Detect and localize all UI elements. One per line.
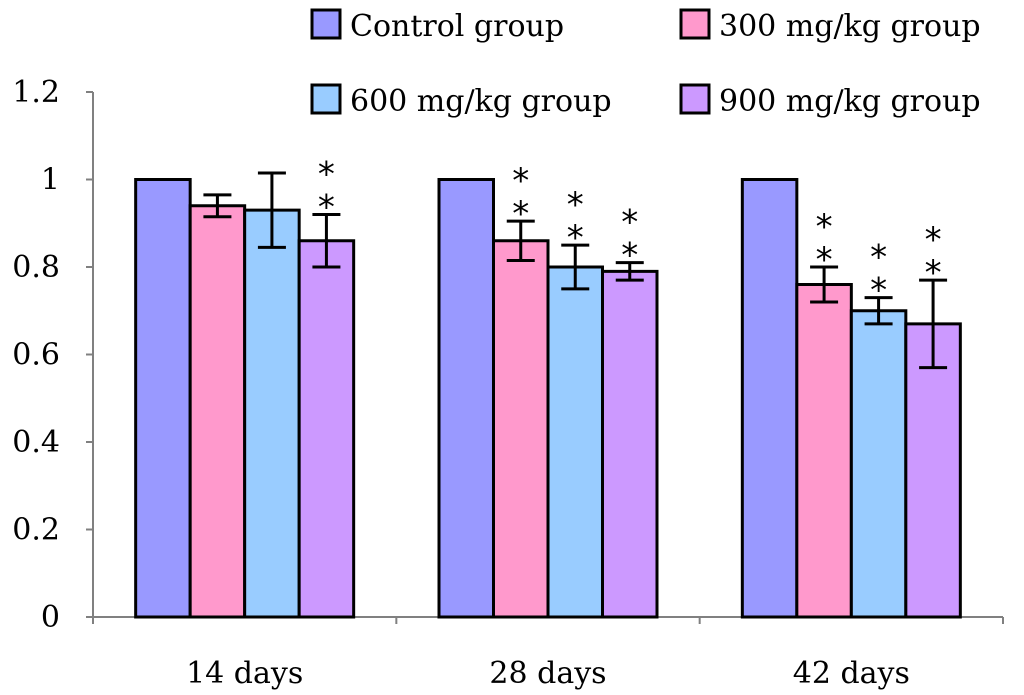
legend-swatch (679, 8, 711, 40)
y-tick-label: 0.8 (12, 250, 60, 285)
bar (601, 269, 659, 619)
significance-mark: * (925, 253, 942, 293)
bar (243, 208, 301, 619)
bar (492, 239, 550, 619)
x-category-label: 28 days (489, 656, 606, 691)
y-tick-label: 0 (41, 600, 60, 635)
y-tick-label: 0.6 (12, 338, 60, 373)
chart-bars (134, 178, 962, 619)
bar (188, 204, 247, 619)
bar (849, 309, 908, 619)
bar (437, 178, 495, 619)
significance-mark: * (925, 220, 942, 260)
legend-label: 300 mg/kg group (719, 9, 981, 44)
significance-mark: * (567, 185, 584, 225)
legend-swatch (310, 8, 342, 40)
bar (134, 178, 192, 619)
significance-mark: * (512, 194, 529, 234)
y-tick-label: 0.4 (12, 425, 60, 460)
chart-labels: 0 0.2 0.4 0.6 0.8 1 1.2 14 days 28 days 42 days (12, 75, 910, 691)
chart-error-bars (203, 171, 948, 370)
legend-swatch (679, 83, 711, 115)
significance-mark: * (512, 161, 529, 201)
significance-mark: * (870, 271, 887, 311)
legend-label: 600 mg/kg group (350, 84, 612, 119)
y-tick-label: 1 (41, 163, 60, 198)
significance-mark: * (318, 155, 335, 195)
y-tick-label: 1.2 (12, 75, 60, 110)
chart-significance-marks: **** ** **** **** (318, 155, 942, 311)
significance-mark: * (870, 238, 887, 278)
legend-swatch (310, 83, 342, 115)
significance-mark: * (621, 236, 638, 276)
significance-mark: * (318, 188, 335, 228)
significance-mark: * (816, 207, 833, 247)
bar (740, 178, 799, 619)
significance-mark: * (816, 240, 833, 280)
bar (297, 239, 356, 619)
significance-mark: * (621, 203, 638, 243)
legend-label: Control group (350, 9, 564, 44)
chart-legend: Control group 300 mg/kg group 600 mg/kg gr… (310, 8, 981, 119)
significance-mark: * (567, 218, 584, 258)
bar (546, 265, 604, 619)
x-category-label: 42 days (793, 656, 910, 691)
bar (795, 283, 853, 619)
bar (904, 322, 962, 619)
x-category-label: 14 days (186, 656, 303, 691)
y-tick-label: 0.2 (12, 513, 60, 548)
legend-label: 900 mg/kg group (719, 84, 981, 119)
